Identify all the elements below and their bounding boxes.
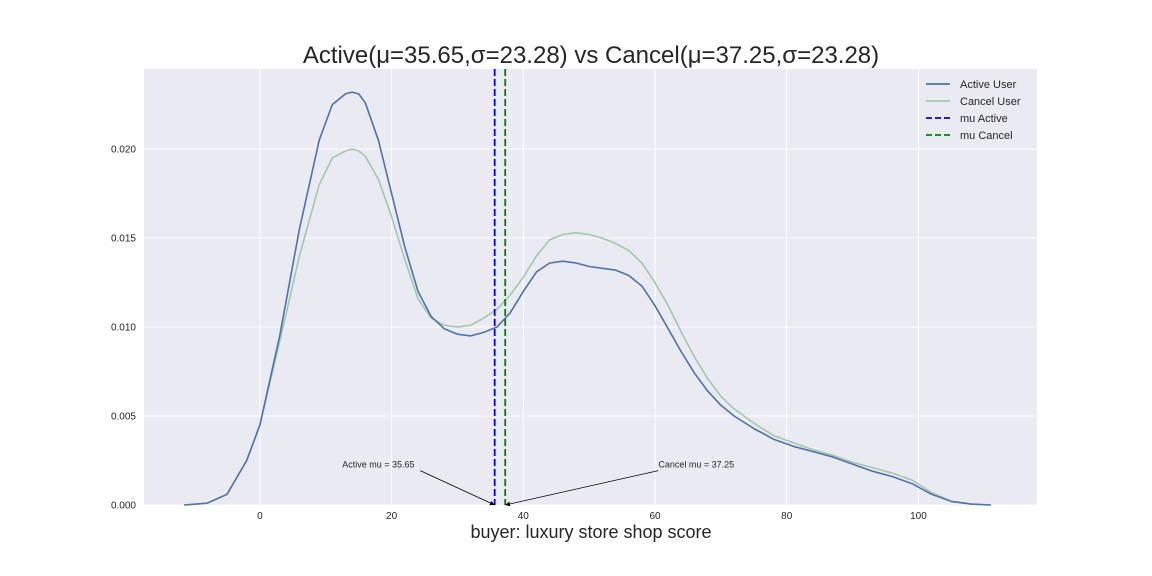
y-tick-label: 0.020	[111, 145, 136, 156]
legend-label-cancel-user: Cancel User	[960, 96, 1021, 108]
annotation-label: Active mu = 35.65	[342, 460, 414, 470]
active-user-density-line	[184, 91, 991, 506]
annotation-label: Cancel mu = 37.25	[658, 460, 734, 470]
plot-area	[144, 69, 1037, 505]
x-axis-label: buyer: luxury store shop score	[470, 522, 711, 542]
x-tick-label: 60	[649, 511, 661, 522]
series-layer	[184, 91, 991, 506]
y-tick-label: 0.015	[111, 234, 136, 245]
cancel-user-density-line	[184, 148, 991, 506]
annotations: Active mu = 35.65 Cancel mu = 37.25	[342, 460, 734, 507]
chart-title: Active(μ=35.65,σ=23.28) vs Cancel(μ=37.2…	[303, 42, 879, 69]
y-tick-label: 0.010	[111, 323, 136, 334]
x-axis-ticks: 0 20 40 60 80 100	[257, 511, 927, 522]
y-tick-label: 0.000	[111, 501, 136, 512]
x-tick-label: 40	[518, 511, 530, 522]
y-axis-ticks: 0.000 0.005 0.010 0.015 0.020	[111, 145, 136, 512]
x-tick-label: 0	[257, 511, 263, 522]
legend: Active User Cancel User mu Active mu Cancel	[926, 79, 1021, 142]
x-tick-label: 20	[386, 511, 398, 522]
legend-label-mu-active: mu Active	[960, 113, 1008, 125]
legend-label-active-user: Active User	[960, 79, 1017, 91]
legend-label-mu-cancel: mu Cancel	[960, 130, 1013, 142]
x-tick-label: 80	[781, 511, 793, 522]
x-tick-label: 100	[910, 511, 927, 522]
mean-lines	[493, 69, 507, 505]
annotation-arrow	[505, 470, 659, 507]
y-tick-label: 0.005	[111, 412, 136, 423]
grid-lines	[144, 69, 1037, 506]
annotation-arrow	[420, 470, 495, 506]
